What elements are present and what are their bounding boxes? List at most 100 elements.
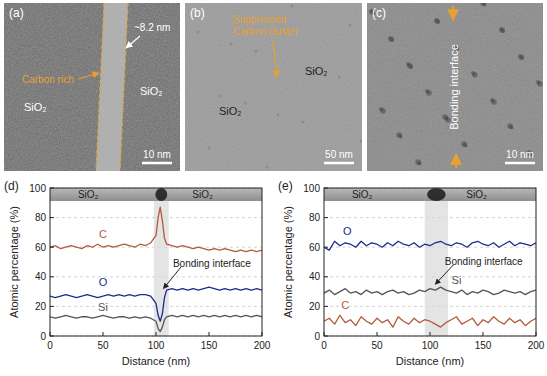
plot-data xyxy=(50,188,262,336)
x-tick xyxy=(262,332,263,336)
y-tick xyxy=(324,336,328,337)
texture-dot xyxy=(197,31,200,34)
x-tick xyxy=(377,332,378,336)
texture-dot xyxy=(480,3,486,6)
chart: SiO₂SiO₂050100150200020406080100Distance… xyxy=(4,179,271,367)
texture-dot xyxy=(500,28,503,31)
x-tick-label: 0 xyxy=(47,340,53,351)
annotation-arrow xyxy=(163,266,181,288)
material-label: SiO₂ xyxy=(140,85,163,97)
scale-bar xyxy=(324,162,354,165)
x-tick-label: 50 xyxy=(97,340,109,351)
width-label: ~8.2 nm xyxy=(134,22,170,33)
note-label: Carbon cluster xyxy=(233,26,299,37)
texture-dot xyxy=(349,24,352,27)
texture-dot xyxy=(244,102,247,105)
strip-label: SiO₂ xyxy=(78,189,99,200)
x-tick xyxy=(324,332,325,336)
series-label: Si xyxy=(452,274,462,286)
texture-dot xyxy=(507,123,513,129)
texture-dot xyxy=(425,89,429,93)
plot-frame xyxy=(50,188,262,336)
y-tick-label: 20 xyxy=(309,301,321,312)
texture-dot xyxy=(302,121,305,124)
annotation: Bonding interface xyxy=(173,258,251,269)
x-tick-label: 100 xyxy=(148,340,165,351)
x-tick-label: 200 xyxy=(254,340,271,351)
plot-data xyxy=(324,188,536,336)
texture-dot xyxy=(396,132,402,138)
strip-label: SiO₂ xyxy=(466,189,487,200)
image-grain xyxy=(4,3,180,171)
texture-dot xyxy=(388,36,394,42)
series-line xyxy=(50,207,262,251)
band-arrow xyxy=(78,73,99,79)
texture-dot xyxy=(490,98,494,102)
x-tick-label: 100 xyxy=(422,340,439,351)
panel-label: (c) xyxy=(372,6,386,20)
strip-label: SiO₂ xyxy=(352,189,373,200)
plot-frame xyxy=(324,188,536,336)
y-tick-label: 40 xyxy=(35,271,47,282)
interface-arrow xyxy=(455,154,457,168)
image-content xyxy=(185,3,362,171)
x-axis-label: Distance (nm) xyxy=(122,355,190,367)
image-panel: (a)SiO₂SiO₂Carbon rich~8.2 nm10 nm xyxy=(4,3,180,171)
x-tick xyxy=(50,332,51,336)
chart: SiO₂SiO₂050100150200020406080100Distance… xyxy=(278,179,545,367)
y-tick-label: 100 xyxy=(29,183,46,194)
x-tick xyxy=(209,332,210,336)
x-tick xyxy=(430,332,431,336)
scale-bar xyxy=(142,162,172,165)
strip-image xyxy=(50,188,262,201)
series-label: C xyxy=(99,228,107,240)
x-tick-label: 50 xyxy=(371,340,383,351)
texture-dot xyxy=(230,43,233,46)
texture-dot xyxy=(519,55,522,58)
y-tick xyxy=(324,217,328,218)
texture-dot xyxy=(208,147,211,150)
texture-dot xyxy=(389,37,392,40)
texture-dot xyxy=(255,50,258,53)
scale-label: 10 nm xyxy=(506,149,534,160)
panel-label: (b) xyxy=(190,6,205,20)
series-line xyxy=(324,287,536,294)
texture-dot xyxy=(435,19,438,22)
material-label: SiO₂ xyxy=(24,101,47,113)
image-grain xyxy=(185,3,362,171)
y-tick xyxy=(50,306,54,307)
x-tick-label: 0 xyxy=(321,340,327,351)
texture-dot xyxy=(461,141,467,147)
band-edge xyxy=(120,3,128,171)
texture-dot xyxy=(379,107,383,111)
y-tick-label: 60 xyxy=(35,242,47,253)
y-axis-label: Atomic percentage (%) xyxy=(8,206,20,318)
material-label: SiO₂ xyxy=(219,105,242,117)
annotation-arrow xyxy=(435,265,453,284)
panel-label: (a) xyxy=(9,6,24,20)
figure: (a)SiO₂SiO₂Carbon rich~8.2 nm10 nm(b)Sup… xyxy=(0,0,547,376)
band-edge xyxy=(96,3,104,171)
texture-dot xyxy=(442,114,448,120)
y-tick-label: 80 xyxy=(309,212,321,223)
width-arrow xyxy=(126,36,140,48)
x-tick-label: 150 xyxy=(201,340,218,351)
image-grain xyxy=(367,3,543,171)
texture-dot xyxy=(360,140,363,143)
texture-dot xyxy=(471,71,475,75)
texture-dot xyxy=(266,166,269,169)
image-grain xyxy=(4,3,180,171)
image-content xyxy=(4,3,180,171)
y-tick xyxy=(50,276,54,277)
texture-dot xyxy=(277,114,280,117)
interface-label: Bonding interface xyxy=(448,44,460,130)
x-axis-label: Distance (nm) xyxy=(396,355,464,367)
image-background xyxy=(367,3,543,171)
x-tick xyxy=(483,332,484,336)
y-tick xyxy=(324,276,328,277)
series-label: O xyxy=(99,276,108,288)
texture-dot xyxy=(291,5,294,8)
panel-label: (d) xyxy=(4,179,19,193)
x-tick xyxy=(156,332,157,336)
x-tick xyxy=(536,332,537,336)
